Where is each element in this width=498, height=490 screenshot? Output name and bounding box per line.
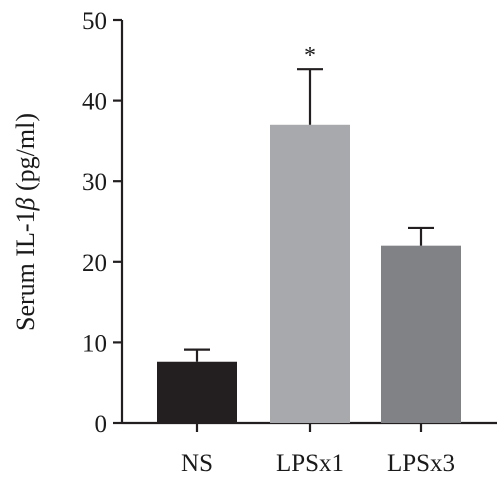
x-tick-label: NS [181,450,213,477]
bars [157,124,461,423]
y-tick-label: 10 [82,330,107,357]
y-axis-title-symbol: β [11,197,40,211]
x-axis [122,421,497,432]
y-tick-label: 30 [82,169,107,196]
error-bars: * [184,43,434,362]
y-tick-label: 50 [82,8,107,35]
y-axis-title-suffix: (pg/ml) [11,113,40,198]
y-axis-title: Serum IL-1β (pg/ml) [11,113,40,331]
significance-marker: * [304,43,316,69]
category-labels: NS LPSx1 LPSx3 [181,450,455,477]
y-tick-label: 40 [82,89,107,116]
bar-lpsx3 [381,245,461,423]
bar-lpsx1 [270,124,350,423]
x-tick-label: LPSx1 [276,450,344,477]
x-tick-label: LPSx3 [387,450,455,477]
y-axis: 0 10 20 30 40 50 [82,8,124,438]
y-axis-title-prefix: Serum IL-1 [11,210,40,331]
bar-ns [157,361,237,423]
y-tick-label: 0 [95,411,108,438]
y-tick-label: 20 [82,250,107,277]
